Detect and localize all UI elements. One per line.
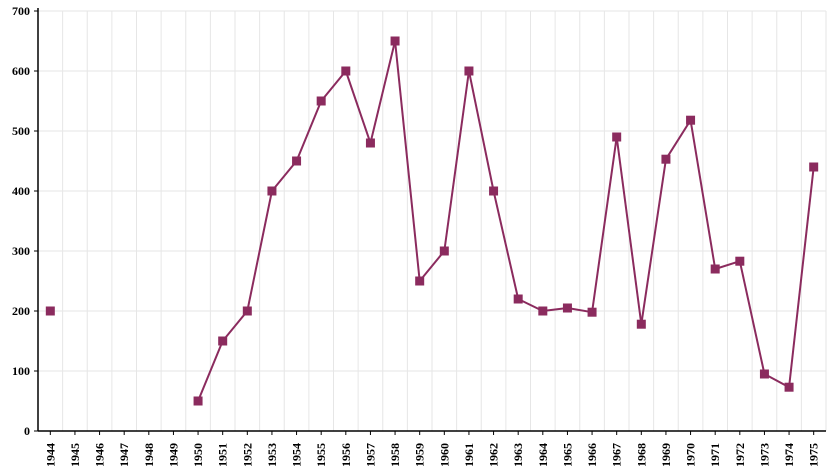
x-tick-label: 1974: [782, 443, 796, 467]
series-line-segment: [271, 160, 298, 192]
series-line-segment: [295, 100, 323, 162]
y-tick-label: 0: [24, 424, 30, 438]
data-point-marker: [809, 162, 819, 172]
x-tick-label: 1970: [684, 443, 698, 467]
series-line-segment: [221, 310, 249, 342]
x-tick-label: 1975: [807, 443, 821, 467]
data-point-marker: [710, 264, 720, 274]
data-point-marker: [439, 246, 449, 256]
x-tick-label: 1966: [585, 443, 599, 467]
y-tick-label: 100: [12, 364, 30, 378]
x-tick-label: 1959: [413, 443, 427, 467]
grid-lines: [38, 10, 827, 431]
x-tick-label: 1956: [339, 443, 353, 467]
data-point-marker: [45, 306, 55, 316]
y-tick-label: 200: [12, 304, 30, 318]
x-tick-label: 1967: [610, 443, 624, 467]
data-point-marker: [661, 154, 671, 164]
series-line-segment: [443, 70, 470, 252]
x-tick-label: 1951: [216, 443, 230, 467]
x-tick-label: 1952: [240, 443, 254, 467]
series-line-segment: [246, 190, 273, 312]
x-tick-label: 1968: [634, 443, 648, 467]
data-point-marker: [218, 336, 228, 346]
x-tick-label: 1950: [191, 443, 205, 467]
x-tick-label: 1944: [43, 443, 57, 467]
x-tick-label: 1953: [265, 443, 279, 467]
series-line-segment: [467, 70, 495, 192]
data-point-marker: [365, 138, 375, 148]
data-point-marker: [242, 306, 252, 316]
y-tick-label: 400: [12, 184, 30, 198]
series-line-segment: [320, 70, 347, 102]
x-tick-label: 1962: [487, 443, 501, 467]
x-tick-labels: 1944 1945 1946 1947 1948 1949 1950 1951 1952 1953…: [43, 443, 820, 467]
y-tick-label: 700: [12, 4, 30, 18]
x-tick-label: 1971: [708, 443, 722, 467]
x-tick-label: 1947: [117, 443, 131, 467]
data-point-marker: [636, 319, 646, 329]
series-line-segment: [665, 119, 692, 160]
data-point-marker: [735, 256, 745, 266]
x-tick-label: 1957: [363, 443, 377, 467]
axes: [34, 8, 826, 435]
x-tick-label: 1972: [733, 443, 747, 467]
data-point-marker: [686, 115, 696, 125]
series: [45, 36, 819, 406]
x-tick-label: 1964: [536, 443, 550, 467]
data-point-marker: [292, 156, 302, 166]
x-tick-label: 1965: [560, 443, 574, 467]
x-tick-label: 1945: [68, 443, 82, 467]
data-point-marker: [538, 306, 548, 316]
x-tick-label: 1960: [437, 443, 451, 467]
x-tick-label: 1949: [166, 443, 180, 467]
y-tick-label: 600: [12, 64, 30, 78]
series-line-segment: [689, 120, 717, 270]
series-line-segment: [492, 190, 520, 300]
y-tick-labels: 0 100 200 300 400 500 600 700: [12, 4, 30, 438]
y-tick-label: 300: [12, 244, 30, 258]
x-tick-label: 1958: [388, 443, 402, 467]
x-tick-label: 1948: [142, 443, 156, 467]
series-line-segment: [197, 340, 224, 402]
data-point-marker: [759, 369, 769, 379]
data-point-marker: [267, 186, 277, 196]
x-tick-label: 1969: [659, 443, 673, 467]
data-point-marker: [513, 294, 523, 304]
data-point-marker: [784, 382, 794, 392]
data-point-marker: [316, 96, 326, 106]
x-tick-label: 1946: [93, 443, 107, 467]
data-point-marker: [341, 66, 351, 76]
data-point-marker: [193, 396, 203, 406]
series-line-segment: [418, 250, 446, 282]
series-line-segment: [394, 40, 421, 282]
series-line-segment: [788, 166, 815, 388]
data-point-marker: [489, 186, 499, 196]
data-point-marker: [415, 276, 425, 286]
x-tick-label: 1963: [511, 443, 525, 467]
data-point-marker: [464, 66, 474, 76]
series-line-segment: [640, 159, 667, 325]
data-point-marker: [612, 132, 622, 142]
x-tick-label: 1961: [462, 443, 476, 467]
y-tick-label: 500: [12, 124, 30, 138]
series-line-segment: [369, 40, 397, 144]
data-point-marker: [587, 307, 597, 317]
series-line-segment: [344, 70, 372, 144]
series-line-segment: [591, 136, 618, 313]
series-line-segment: [738, 260, 766, 375]
x-tick-label: 1954: [290, 443, 304, 467]
data-point-marker: [390, 36, 400, 46]
data-point-marker: [562, 303, 572, 313]
x-tick-label: 1955: [314, 443, 328, 467]
series-line-segment: [615, 136, 643, 325]
x-tick-label: 1973: [757, 443, 771, 467]
